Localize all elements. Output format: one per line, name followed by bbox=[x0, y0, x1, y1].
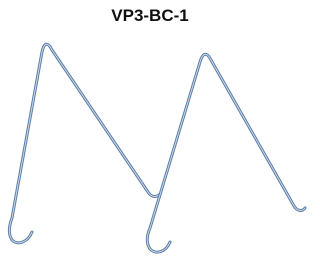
hanger bbox=[147, 54, 305, 252]
hanger bbox=[9, 44, 160, 243]
hanger-picture bbox=[0, 0, 307, 261]
product-image: VP3-BC-1 bbox=[0, 0, 307, 261]
